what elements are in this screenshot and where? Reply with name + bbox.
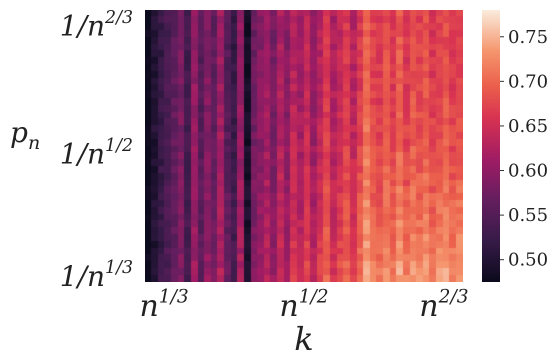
colorbar-tick-label: 0.65 [508,116,548,137]
colorbar-tick-label: 0.75 [508,27,548,48]
x-tick-label: n1/2 [279,287,328,325]
y-tick-label: 1/n1/2 [60,136,133,171]
colorbar-tick-label: 0.55 [508,205,548,226]
colorbar-tick-label: 0.50 [508,250,548,271]
y-tick-label: 1/n1/3 [60,258,133,293]
heatmap-grid [145,10,463,282]
x-tick-label: n1/3 [139,287,188,325]
x-tick-label: n2/3 [419,287,468,325]
colorbar-tick-label: 0.60 [508,161,548,182]
y-tick-label: 1/n2/3 [60,8,133,43]
x-axis-title: k [294,320,313,354]
colorbar-tick-label: 0.70 [508,71,548,92]
y-axis-title: pn [10,116,40,154]
colorbar [482,10,500,282]
